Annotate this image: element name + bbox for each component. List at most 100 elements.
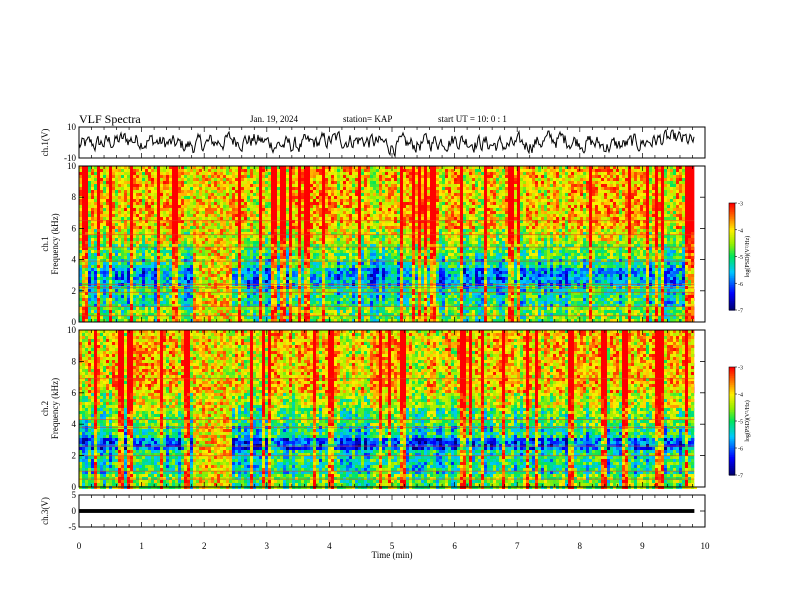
spectrogram-cell (82, 301, 85, 304)
spectrogram-cell (238, 214, 241, 217)
spectrogram-cell (346, 253, 349, 256)
spectrogram-cell (178, 256, 181, 259)
spectrogram-cell (163, 310, 166, 313)
spectrogram-cell (184, 217, 187, 220)
spectrogram-cell (304, 181, 307, 184)
spectrogram-cell (169, 256, 172, 259)
spectrogram-cell (235, 247, 238, 250)
spectrogram-cell (229, 271, 232, 274)
spectrogram-cell (103, 172, 106, 175)
spectrogram-cell (124, 166, 127, 169)
spectrogram-cell (238, 187, 241, 190)
spectrogram-cell (265, 247, 268, 250)
spectrogram-cell (283, 166, 286, 169)
spectrogram-cell (343, 301, 346, 304)
spectrogram-cell (301, 238, 304, 241)
spectrogram-cell (337, 265, 340, 268)
spectrogram-cell (214, 247, 217, 250)
spectrogram-cell (154, 310, 157, 313)
spectrogram-cell (292, 181, 295, 184)
spectrogram-cell (154, 271, 157, 274)
spectrogram-cell (214, 292, 217, 295)
spectrogram-cell (301, 316, 304, 319)
spectrogram-cell (172, 271, 175, 274)
spectrogram-cell (160, 205, 163, 208)
spectrogram-cell (232, 304, 235, 307)
spectrogram-cell (103, 226, 106, 229)
spectrogram-cell (235, 238, 238, 241)
spectrogram-cell (190, 172, 193, 175)
spectrogram-cell (295, 181, 298, 184)
spectrogram-cell (142, 238, 145, 241)
spectrogram-cell (232, 310, 235, 313)
spectrogram-cell (172, 205, 175, 208)
spectrogram-cell (271, 247, 274, 250)
spectrogram-cell (154, 229, 157, 232)
spectrogram-cell (157, 310, 160, 313)
spectrogram-cell (118, 280, 121, 283)
spectrogram-cell (79, 298, 82, 301)
spectrogram-cell (169, 178, 172, 181)
spectrogram-cell (334, 193, 337, 196)
spectrogram-cell (142, 172, 145, 175)
spectrogram-cell (100, 193, 103, 196)
spectrogram-cell (226, 235, 229, 238)
spectrogram-cell (91, 277, 94, 280)
spectrogram-cell (121, 211, 124, 214)
spectrogram-cell (109, 244, 112, 247)
spectrogram-cell (268, 247, 271, 250)
spectrogram-cell (100, 268, 103, 271)
spectrogram-cell (211, 211, 214, 214)
spectrogram-cell (136, 175, 139, 178)
spectrogram-cell (94, 199, 97, 202)
spectrogram-cell (247, 244, 250, 247)
spectrogram-cell (136, 292, 139, 295)
spectrogram-cell (322, 289, 325, 292)
spectrogram-cell (94, 184, 97, 187)
spectrogram-cell (205, 229, 208, 232)
spectrogram-cell (253, 190, 256, 193)
spectrogram-cell (208, 298, 211, 301)
spectrogram-cell (286, 226, 289, 229)
spectrogram-cell (229, 208, 232, 211)
spectrogram-cell (259, 256, 262, 259)
spectrogram-cell (85, 316, 88, 319)
spectrogram-cell (301, 250, 304, 253)
spectrogram-cell (337, 193, 340, 196)
spectrogram-cell (274, 178, 277, 181)
spectrogram-cell (295, 220, 298, 223)
spectrogram-cell (85, 256, 88, 259)
spectrogram-cell (187, 232, 190, 235)
spectrogram-cell (172, 280, 175, 283)
spectrogram-cell (343, 307, 346, 310)
spectrogram-cell (277, 277, 280, 280)
spectrogram-cell (163, 253, 166, 256)
spectrogram-cell (244, 220, 247, 223)
spectrogram-cell (334, 223, 337, 226)
spectrogram-cell (253, 253, 256, 256)
spectrogram-cell (313, 247, 316, 250)
spectrogram-cell (91, 298, 94, 301)
spectrogram-cell (268, 211, 271, 214)
spectrogram-cell (232, 181, 235, 184)
spectrogram-cell (262, 292, 265, 295)
spectrogram-cell (196, 250, 199, 253)
spectrogram-cell (280, 181, 283, 184)
spectrogram-cell (91, 214, 94, 217)
spectrogram-cell (112, 247, 115, 250)
spectrogram-cell (358, 211, 361, 214)
spectrogram-cell (139, 205, 142, 208)
spectrogram-cell (295, 211, 298, 214)
spectrogram-cell (208, 247, 211, 250)
spectrogram-cell (337, 229, 340, 232)
spectrogram-cell (133, 280, 136, 283)
spectrogram-cell (100, 196, 103, 199)
spectrogram-cell (94, 256, 97, 259)
spectrogram-cell (298, 310, 301, 313)
spectrogram-cell (115, 205, 118, 208)
spectrogram-cell (184, 259, 187, 262)
spectrogram-cell (151, 268, 154, 271)
spectrogram-cell (241, 238, 244, 241)
spectrogram-cell (142, 271, 145, 274)
spectrogram-cell (85, 193, 88, 196)
